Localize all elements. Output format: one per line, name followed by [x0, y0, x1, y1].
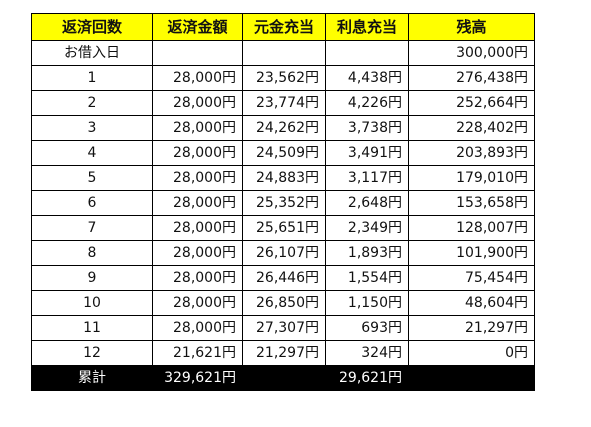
interest-portion-cell: 324円	[325, 340, 409, 366]
balance-cell: 203,893円	[408, 140, 535, 166]
balance-cell: 101,900円	[408, 240, 535, 266]
total-balance	[408, 365, 535, 391]
payment-amount-cell: 28,000円	[152, 240, 243, 266]
table-row: 11 28,000円 27,307円 693円 21,297円	[31, 315, 535, 341]
interest-portion-cell: 2,349円	[325, 215, 409, 241]
total-principal	[242, 365, 326, 391]
balance-cell: 21,297円	[408, 315, 535, 341]
interest-portion-cell: 1,554円	[325, 265, 409, 291]
total-interest: 29,621円	[325, 365, 409, 391]
interest-portion-cell: 693円	[325, 315, 409, 341]
table-row: 4 28,000円 24,509円 3,491円 203,893円	[31, 140, 535, 166]
payment-amount-cell: 28,000円	[152, 140, 243, 166]
interest-portion-cell: 4,438円	[325, 65, 409, 91]
principal-portion-cell: 25,352円	[242, 190, 326, 216]
balance-cell: 153,658円	[408, 190, 535, 216]
payment-amount-cell: 28,000円	[152, 315, 243, 341]
balance-cell: 228,402円	[408, 115, 535, 141]
payment-amount-cell: 28,000円	[152, 215, 243, 241]
interest-portion-cell: 2,648円	[325, 190, 409, 216]
principal-portion-cell: 27,307円	[242, 315, 326, 341]
initial-payment	[152, 40, 243, 66]
installment-number-cell: 12	[31, 340, 153, 366]
table-body: お借入日 300,000円 1 28,000円 23,562円 4,438円 276,4…	[31, 40, 535, 366]
payment-amount-cell: 28,000円	[152, 190, 243, 216]
header-installment-number: 返済回数	[31, 13, 153, 41]
table-row: 9 28,000円 26,446円 1,554円 75,454円	[31, 265, 535, 291]
header-balance: 残高	[408, 13, 535, 41]
total-row: 累計 329,621円 29,621円	[31, 365, 535, 391]
principal-portion-cell: 24,883円	[242, 165, 326, 191]
header-interest-portion: 利息充当	[325, 13, 409, 41]
principal-portion-cell: 24,509円	[242, 140, 326, 166]
table-row: 7 28,000円 25,651円 2,349円 128,007円	[31, 215, 535, 241]
principal-portion-cell: 25,651円	[242, 215, 326, 241]
payment-amount-cell: 28,000円	[152, 115, 243, 141]
table-row: 12 21,621円 21,297円 324円 0円	[31, 340, 535, 366]
table-row: 5 28,000円 24,883円 3,117円 179,010円	[31, 165, 535, 191]
principal-portion-cell: 23,562円	[242, 65, 326, 91]
installment-number-cell: 6	[31, 190, 153, 216]
principal-portion-cell: 24,262円	[242, 115, 326, 141]
header-row: 返済回数 返済金額 元金充当 利息充当 残高	[31, 13, 535, 41]
initial-balance: 300,000円	[408, 40, 535, 66]
total-label: 累計	[31, 365, 153, 391]
interest-portion-cell: 3,738円	[325, 115, 409, 141]
repayment-schedule-table: 返済回数 返済金額 元金充当 利息充当 残高 お借入日 300,000円 1 28…	[31, 13, 535, 391]
table-row: 6 28,000円 25,352円 2,648円 153,658円	[31, 190, 535, 216]
installment-number-cell: 11	[31, 315, 153, 341]
installment-number-cell: 9	[31, 265, 153, 291]
balance-cell: 128,007円	[408, 215, 535, 241]
header-payment-amount: 返済金額	[152, 13, 243, 41]
installment-number-cell: 2	[31, 90, 153, 116]
table-row: 8 28,000円 26,107円 1,893円 101,900円	[31, 240, 535, 266]
installment-number-cell: 7	[31, 215, 153, 241]
table-row: 1 28,000円 23,562円 4,438円 276,438円	[31, 65, 535, 91]
interest-portion-cell: 3,491円	[325, 140, 409, 166]
initial-interest	[325, 40, 409, 66]
payment-amount-cell: 28,000円	[152, 90, 243, 116]
principal-portion-cell: 23,774円	[242, 90, 326, 116]
payment-amount-cell: 28,000円	[152, 290, 243, 316]
principal-portion-cell: 26,107円	[242, 240, 326, 266]
initial-principal	[242, 40, 326, 66]
header-principal-portion: 元金充当	[242, 13, 326, 41]
installment-number-cell: 10	[31, 290, 153, 316]
balance-cell: 0円	[408, 340, 535, 366]
balance-cell: 179,010円	[408, 165, 535, 191]
payment-amount-cell: 28,000円	[152, 65, 243, 91]
principal-portion-cell: 26,850円	[242, 290, 326, 316]
interest-portion-cell: 1,150円	[325, 290, 409, 316]
balance-cell: 48,604円	[408, 290, 535, 316]
table-row: 2 28,000円 23,774円 4,226円 252,664円	[31, 90, 535, 116]
balance-cell: 75,454円	[408, 265, 535, 291]
installment-number-cell: 4	[31, 140, 153, 166]
interest-portion-cell: 3,117円	[325, 165, 409, 191]
balance-cell: 252,664円	[408, 90, 535, 116]
initial-label: お借入日	[31, 40, 153, 66]
initial-row: お借入日 300,000円	[31, 40, 535, 66]
table-row: 10 28,000円 26,850円 1,150円 48,604円	[31, 290, 535, 316]
principal-portion-cell: 21,297円	[242, 340, 326, 366]
payment-amount-cell: 28,000円	[152, 265, 243, 291]
installment-number-cell: 8	[31, 240, 153, 266]
payment-amount-cell: 21,621円	[152, 340, 243, 366]
installment-number-cell: 1	[31, 65, 153, 91]
interest-portion-cell: 1,893円	[325, 240, 409, 266]
principal-portion-cell: 26,446円	[242, 265, 326, 291]
table-row: 3 28,000円 24,262円 3,738円 228,402円	[31, 115, 535, 141]
installment-number-cell: 5	[31, 165, 153, 191]
total-payment: 329,621円	[152, 365, 243, 391]
interest-portion-cell: 4,226円	[325, 90, 409, 116]
payment-amount-cell: 28,000円	[152, 165, 243, 191]
balance-cell: 276,438円	[408, 65, 535, 91]
installment-number-cell: 3	[31, 115, 153, 141]
